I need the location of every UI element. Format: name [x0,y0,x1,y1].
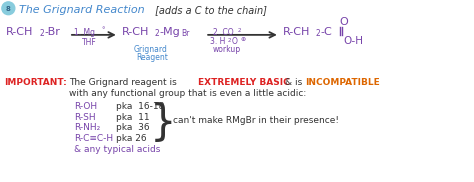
Text: 2: 2 [238,28,241,33]
Text: INCOMPATIBLE: INCOMPATIBLE [306,78,380,87]
Text: °: ° [102,27,105,33]
Text: The Grignard Reaction: The Grignard Reaction [19,5,145,15]
Text: R-CH: R-CH [283,27,310,37]
Text: pka  36: pka 36 [116,124,149,132]
Text: Grignard: Grignard [134,45,167,54]
Text: & any typical acids: & any typical acids [74,145,160,154]
Text: 2: 2 [316,29,320,38]
Text: & is: & is [285,78,302,87]
Text: with any functional group that is even a little acidic:: with any functional group that is even a… [69,89,306,98]
Text: O: O [232,37,238,46]
Text: The Grignard reagent is: The Grignard reagent is [69,78,177,87]
Text: O: O [339,17,348,27]
Text: 2: 2 [228,38,232,43]
Text: 8: 8 [6,6,11,12]
Text: workup: workup [213,45,241,54]
Text: pka  11: pka 11 [116,113,149,122]
Text: R-C≡C-H: R-C≡C-H [74,134,113,143]
Text: ⊕: ⊕ [240,37,245,42]
Text: can't make RMgBr in their presence!: can't make RMgBr in their presence! [173,116,339,124]
Text: EXTREMELY BASIC: EXTREMELY BASIC [198,78,290,87]
Text: pka 26: pka 26 [116,134,146,143]
Text: 2: 2 [155,29,159,38]
Text: }: } [150,102,177,144]
Text: R-SH: R-SH [74,113,96,122]
Circle shape [2,2,15,15]
Text: 2. CO: 2. CO [213,28,234,37]
Text: [adds a C to the chain]: [adds a C to the chain] [153,5,267,15]
Text: -Br: -Br [44,27,60,37]
Text: 3. H: 3. H [210,37,226,46]
Text: R-NH₂: R-NH₂ [74,124,100,132]
Text: THF: THF [82,38,97,47]
Text: Reagent: Reagent [137,53,168,62]
Text: 1. Mg: 1. Mg [74,28,95,37]
Text: -Mg: -Mg [159,27,180,37]
Text: O-H: O-H [343,36,364,46]
Text: -C: -C [320,27,332,37]
Text: pka  16-18: pka 16-18 [116,102,164,111]
Text: 2: 2 [39,29,44,38]
Text: R-CH: R-CH [122,27,149,37]
Text: Br: Br [182,29,190,38]
Text: R-OH: R-OH [74,102,97,111]
Text: IMPORTANT:: IMPORTANT: [4,78,67,87]
Text: R-CH: R-CH [6,27,34,37]
